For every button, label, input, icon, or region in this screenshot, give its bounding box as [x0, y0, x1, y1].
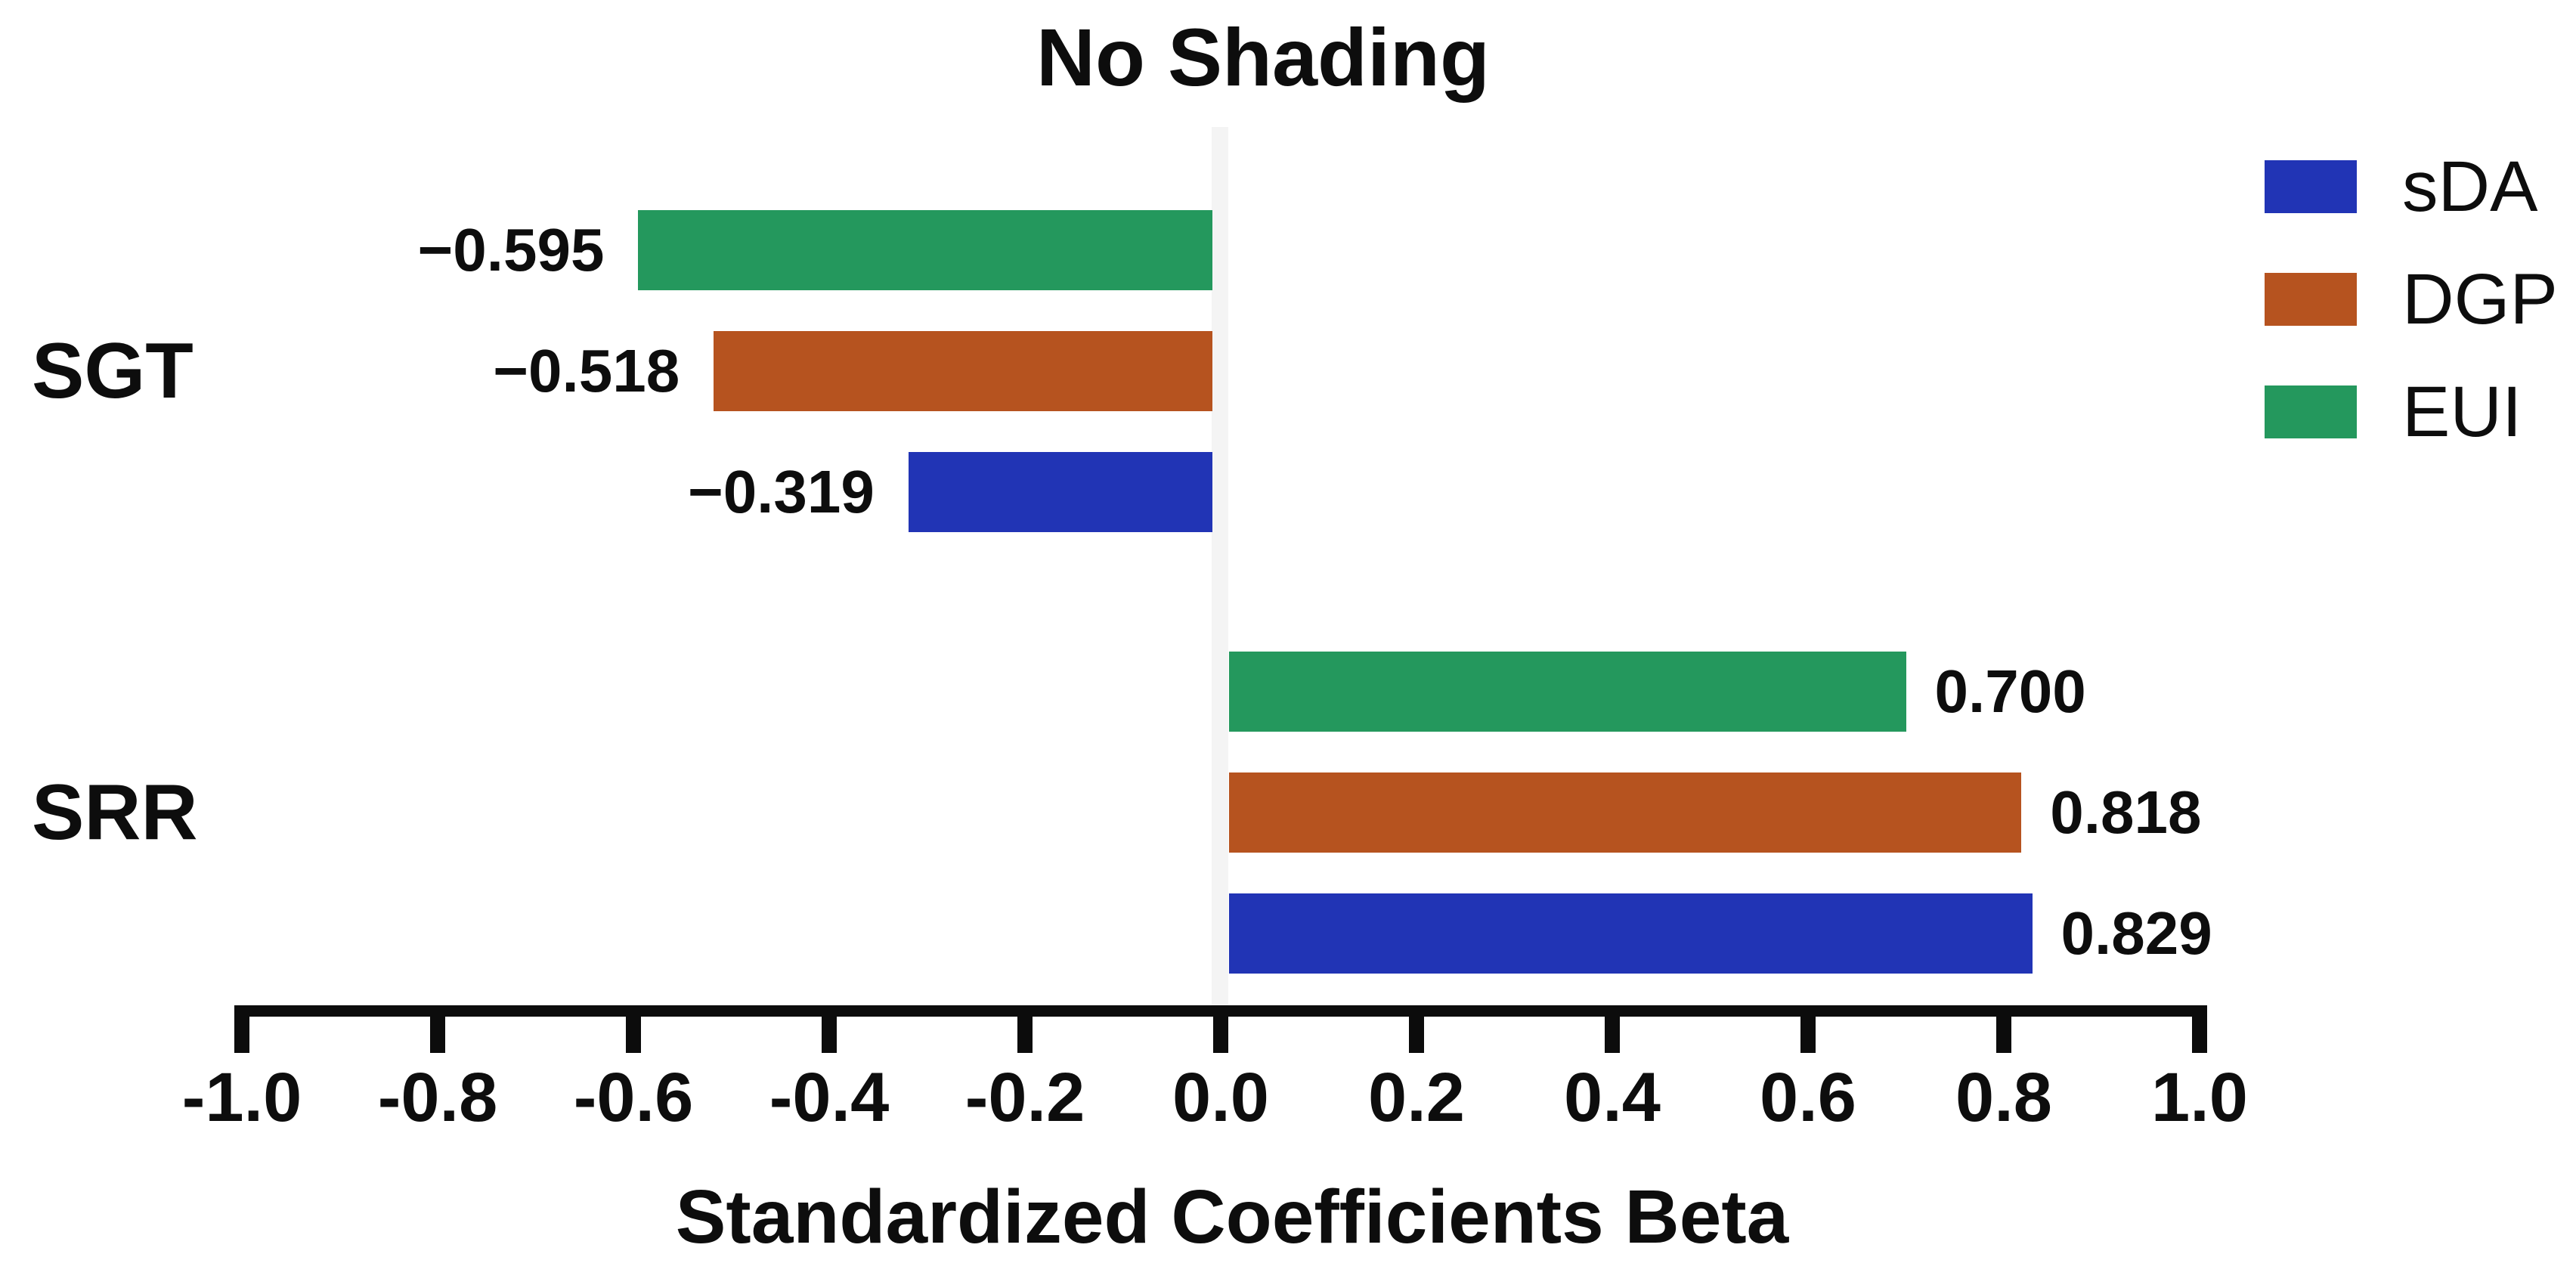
x-tick-label--0.6: -0.6	[573, 1059, 694, 1136]
x-tick-1.0	[2192, 1017, 2207, 1053]
x-axis-title: Standardized Coefficients Beta	[675, 1175, 1789, 1259]
legend-swatch-EUI	[2265, 385, 2357, 438]
category-label-srr: SRR	[32, 769, 198, 856]
x-tick-label-0.6: 0.6	[1760, 1059, 1856, 1136]
value-label-SRR-sDA: 0.829	[2060, 899, 2212, 967]
legend-swatch-sDA	[2265, 160, 2357, 213]
chart-title: No Shading	[1036, 11, 1490, 103]
x-tick-label-0.0: 0.0	[1172, 1059, 1269, 1136]
x-tick--1.0	[234, 1017, 249, 1053]
legend-swatch-DGP	[2265, 273, 2357, 326]
x-tick-0.6	[1800, 1017, 1816, 1053]
x-tick--0.6	[626, 1017, 641, 1053]
x-tick-label--0.4: -0.4	[769, 1059, 890, 1136]
x-tick-label-0.8: 0.8	[1955, 1059, 2052, 1136]
x-tick-0.8	[1996, 1017, 2011, 1053]
bar-SGT-EUI	[638, 210, 1212, 290]
bar-SGT-sDA	[908, 452, 1212, 532]
x-tick-label-1.0: 1.0	[2151, 1059, 2248, 1136]
value-label-SGT-DGP: −0.518	[493, 337, 680, 404]
bar-SRR-DGP	[1229, 772, 2022, 853]
x-tick-label--1.0: -1.0	[181, 1059, 302, 1136]
category-label-sgt: SGT	[32, 327, 194, 415]
x-tick-0.2	[1409, 1017, 1424, 1053]
bar-SGT-DGP	[714, 331, 1212, 411]
x-tick-label--0.2: -0.2	[964, 1059, 1085, 1136]
x-tick-label-0.2: 0.2	[1368, 1059, 1465, 1136]
value-label-SGT-EUI: −0.595	[417, 216, 605, 283]
zero-gridline	[1212, 127, 1228, 1005]
legend-label-DGP: DGP	[2402, 259, 2558, 339]
legend-label-sDA: sDA	[2402, 147, 2538, 227]
x-tick--0.8	[430, 1017, 445, 1053]
x-tick-0.4	[1605, 1017, 1620, 1053]
x-tick--0.2	[1017, 1017, 1033, 1053]
value-label-SRR-DGP: 0.818	[2050, 779, 2202, 846]
bar-SRR-sDA	[1229, 893, 2033, 974]
x-tick-label-0.4: 0.4	[1564, 1059, 1661, 1136]
x-tick-0.0	[1213, 1017, 1228, 1053]
value-label-SGT-sDA: −0.319	[687, 458, 875, 525]
value-label-SRR-EUI: 0.700	[1934, 658, 2086, 725]
x-axis-line	[234, 1005, 2207, 1017]
x-tick--0.4	[822, 1017, 837, 1053]
legend-label-EUI: EUI	[2402, 372, 2522, 452]
bar-SRR-EUI	[1229, 652, 1906, 732]
x-tick-label--0.8: -0.8	[377, 1059, 498, 1136]
